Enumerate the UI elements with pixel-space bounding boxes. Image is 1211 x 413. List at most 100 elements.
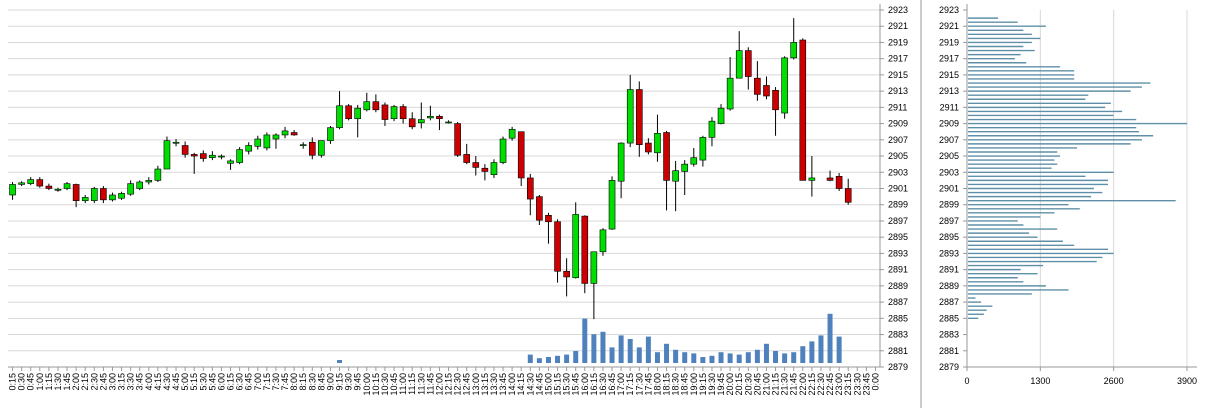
x-tick-label: 18:15	[662, 373, 672, 396]
y-tick-label: 2887	[888, 297, 908, 307]
candle-body	[799, 39, 807, 181]
volume-bar	[582, 318, 588, 363]
candle-body	[835, 176, 843, 189]
x-tick-label: 19:15	[698, 373, 708, 396]
candle-body	[154, 168, 162, 181]
y-tick-label: 2915	[888, 70, 908, 80]
x-tick-label: 14:30	[525, 373, 535, 396]
profile-y-tick-label: 2917	[939, 54, 959, 64]
x-tick-label: 5:30	[198, 373, 208, 391]
x-tick-label: 11:30	[416, 373, 426, 395]
x-tick-label: 15:30	[562, 373, 572, 396]
x-tick-label: 5:00	[180, 373, 190, 391]
candle-body	[18, 182, 25, 185]
candle-body	[463, 154, 471, 163]
x-tick-label: 22:30	[816, 373, 826, 396]
candle-body	[427, 115, 434, 119]
candle-body	[281, 130, 289, 136]
volume-bar	[800, 346, 806, 363]
profile-y-tick-label: 2885	[939, 313, 959, 323]
candle-body	[127, 183, 134, 195]
x-tick-label: 15:45	[571, 373, 581, 396]
x-tick-label: 13:15	[480, 373, 490, 396]
volume-bars	[337, 313, 842, 363]
x-tick-label: 7:30	[271, 373, 281, 391]
x-tick-label: 16:30	[598, 373, 608, 396]
x-tick-label: 3:45	[135, 373, 145, 391]
candle-body	[717, 107, 725, 124]
y-tick-label: 2889	[888, 281, 908, 291]
candle-body	[599, 229, 607, 253]
y-tick-label: 2899	[888, 200, 908, 210]
volume-bar	[682, 352, 688, 363]
x-tick-label: 0:15	[8, 373, 18, 391]
candle-body	[635, 89, 643, 145]
x-tick-label: 17:45	[643, 373, 653, 396]
volume-bar	[827, 313, 833, 363]
x-tick-label: 6:30	[235, 373, 245, 391]
candle-body	[663, 132, 670, 181]
profile-y-tick-label: 2887	[939, 297, 959, 307]
x-tick-label: 4:45	[171, 373, 181, 391]
candle-body	[808, 177, 816, 181]
x-tick-label: 10:30	[380, 373, 390, 396]
y-tick-label: 2891	[888, 265, 908, 275]
candle-body	[517, 131, 525, 179]
candle-body	[236, 149, 243, 163]
x-tick-label: 20:30	[743, 373, 753, 396]
x-tick-label: 18:00	[652, 373, 662, 396]
candle-body	[227, 160, 234, 164]
y-tick-label: 2921	[888, 21, 908, 31]
candle-body	[826, 177, 834, 181]
x-tick-label: 22:00	[798, 373, 808, 396]
x-tick-label: 17:15	[625, 373, 635, 396]
candle-body	[481, 167, 489, 172]
x-tick-label: 4:15	[153, 373, 163, 391]
x-tick-label: 3:00	[107, 373, 117, 391]
candle-body	[27, 179, 35, 184]
y-tick-label: 2883	[888, 330, 908, 340]
candle-body	[136, 181, 144, 189]
x-tick-label: 15:15	[553, 373, 563, 396]
candle-body	[645, 142, 652, 153]
candle-body	[508, 128, 516, 139]
volume-bar	[573, 351, 579, 363]
x-tick-label: 8:15	[298, 373, 308, 391]
candle-body	[699, 137, 707, 161]
x-tick-label: 13:00	[471, 373, 481, 396]
x-tick-label: 23:15	[843, 373, 853, 396]
candle-body	[63, 183, 71, 189]
candle-body	[472, 162, 480, 168]
x-tick-label: 11:00	[398, 373, 408, 395]
candle-body	[109, 194, 116, 201]
x-tick-label: 5:15	[189, 373, 199, 391]
volume-bar	[782, 353, 788, 363]
x-tick-label: 19:45	[716, 373, 726, 396]
x-tick-label: 1:15	[44, 373, 54, 391]
volume-bar	[836, 336, 842, 363]
volume-bar	[645, 336, 651, 363]
volume-bar	[536, 358, 542, 363]
volume-profile-bars	[968, 17, 1187, 320]
profile-y-tick-label: 2891	[939, 265, 959, 275]
candle-body	[163, 140, 171, 170]
x-tick-label: 2:45	[98, 373, 108, 391]
volume-bar	[754, 349, 760, 363]
profile-y-tick-label: 2909	[939, 119, 959, 129]
x-tick-label: 1:30	[53, 373, 63, 391]
x-tick-label: 9:15	[335, 373, 345, 391]
x-tick-label: 6:45	[244, 373, 254, 391]
candle-body	[9, 184, 16, 196]
x-tick-label: 9:00	[325, 373, 335, 391]
volume-bar	[609, 347, 615, 363]
candle-body	[299, 144, 307, 146]
volume-profile-axes: 2923 2921 2919 2917 2915 2913 2911 2909 2907 2905…	[939, 4, 1197, 386]
y-tick-label: 2919	[888, 37, 908, 47]
y-tick-label: 2905	[888, 151, 908, 161]
y-tick-label: 2913	[888, 86, 908, 96]
x-tick-label: 8:30	[307, 373, 317, 391]
candle-body	[790, 42, 798, 59]
candle-body	[181, 145, 189, 155]
y-tick-label: 2881	[888, 346, 908, 356]
